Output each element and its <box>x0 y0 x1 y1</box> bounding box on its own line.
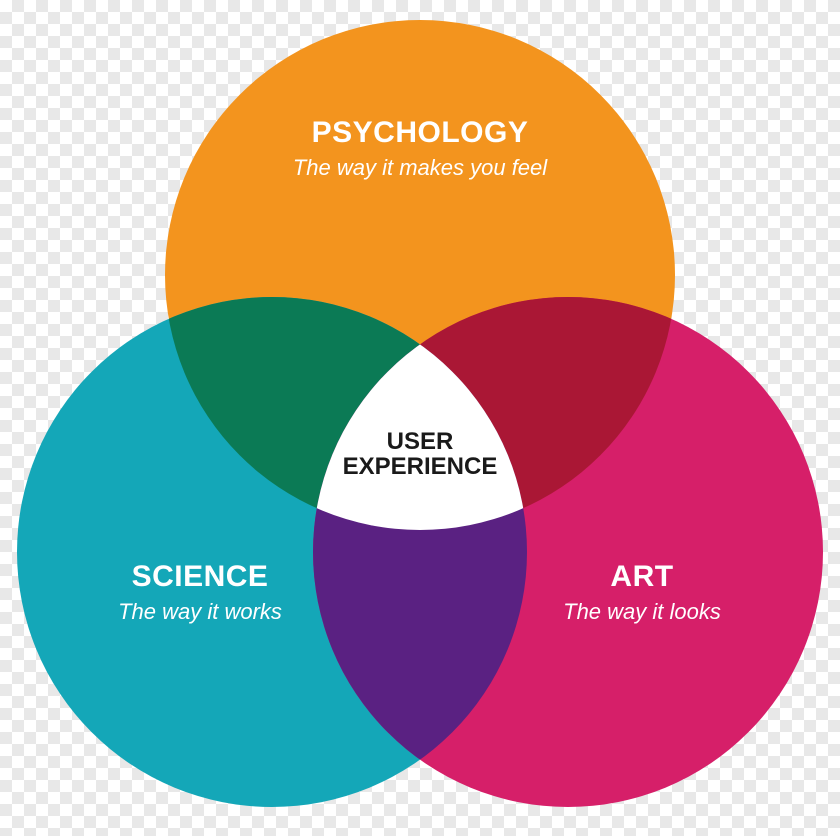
venn-title-science: SCIENCE <box>40 560 360 595</box>
venn-title-psychology: PSYCHOLOGY <box>260 116 580 151</box>
venn-label-science: SCIENCE The way it works <box>40 560 360 624</box>
venn-subtitle-art: The way it looks <box>482 599 802 624</box>
venn-center-line2: EXPERIENCE <box>320 454 520 479</box>
venn-title-art: ART <box>482 560 802 595</box>
venn-subtitle-psychology: The way it makes you feel <box>260 155 580 180</box>
venn-label-psychology: PSYCHOLOGY The way it makes you feel <box>260 116 580 180</box>
venn-center-line1: USER <box>320 429 520 454</box>
venn-subtitle-science: The way it works <box>40 599 360 624</box>
venn-diagram: PSYCHOLOGY The way it makes you feel SCI… <box>0 0 840 836</box>
venn-center-label: USER EXPERIENCE <box>320 429 520 479</box>
venn-label-art: ART The way it looks <box>482 560 802 624</box>
